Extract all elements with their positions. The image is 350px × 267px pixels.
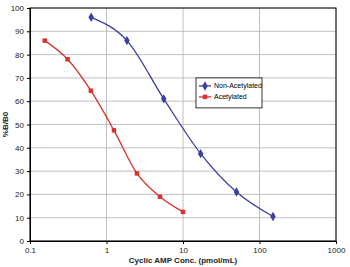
y-grid-line	[30, 124, 336, 125]
y-tick: 20	[15, 190, 30, 199]
series-marker	[198, 149, 203, 158]
x-tick: 100	[253, 241, 267, 255]
y-tick-label: 10	[15, 214, 24, 223]
y-tick-label: 20	[15, 190, 24, 199]
plot-frame	[30, 8, 336, 241]
series-marker	[112, 128, 116, 132]
y-tick-label: 90	[15, 27, 24, 36]
y-tick: 50	[15, 121, 30, 130]
x-tick-label: 1	[105, 246, 110, 255]
x-tick-label: 1000	[328, 246, 346, 255]
x-axis: 0.1 1 10 100 1000	[25, 241, 346, 255]
grid	[30, 8, 336, 241]
y-grid-line	[30, 77, 336, 78]
chart: 0.1 1 10 100 1000 0 10 20 30 40 50 60 70 80 90 100 Non-A…	[0, 0, 350, 267]
y-tick: 60	[15, 97, 30, 106]
legend-marker	[203, 95, 207, 99]
y-tick-label: 0	[20, 237, 25, 246]
y-tick: 10	[15, 214, 30, 223]
y-tick-label: 40	[15, 144, 24, 153]
y-grid-line	[30, 194, 336, 195]
y-tick-label: 60	[15, 97, 24, 106]
y-axis: 0 10 20 30 40 50 60 70 80 90 100	[11, 4, 31, 246]
y-grid-line	[30, 217, 336, 218]
x-tick: 1000	[328, 241, 346, 255]
x-axis-line	[31, 242, 337, 245]
y-tick-label: 80	[15, 51, 24, 60]
series-marker	[181, 210, 185, 214]
y-grid-line	[30, 31, 336, 32]
x-tick: 1	[105, 241, 110, 255]
legend: Non-Acetylated Acetylated	[196, 78, 262, 108]
series-line	[91, 17, 273, 216]
y-tick: 0	[20, 237, 30, 246]
y-tick: 80	[15, 51, 30, 60]
y-grid-line	[30, 54, 336, 55]
y-tick-label: 30	[15, 167, 24, 176]
y-tick: 90	[15, 27, 30, 36]
y-tick: 30	[15, 167, 30, 176]
y-tick-label: 100	[11, 4, 25, 13]
x-tick: 0.1	[25, 241, 37, 255]
x-tick-label: 100	[253, 246, 267, 255]
series-marker	[234, 187, 239, 196]
legend-label: Acetylated	[214, 93, 247, 101]
legend-box	[196, 78, 262, 108]
series-marker	[161, 94, 166, 103]
series-line	[45, 41, 183, 212]
plot-background	[30, 8, 336, 241]
series-marker	[124, 36, 129, 45]
legend-marker	[202, 81, 207, 90]
y-tick: 100	[11, 4, 30, 13]
series-marker	[135, 171, 139, 175]
y-axis-title: %B/B0	[1, 111, 10, 137]
x-tick-label: 10	[179, 246, 188, 255]
series-marker	[89, 88, 93, 92]
series-marker	[43, 38, 47, 42]
series-marker	[270, 212, 275, 221]
plot-area: 0.1 1 10 100 1000 0 10 20 30 40 50 60 70 80 90 100 Non-A…	[11, 4, 346, 255]
y-grid-line	[30, 101, 336, 102]
y-tick-label: 50	[15, 121, 24, 130]
y-tick: 70	[15, 74, 30, 83]
series-marker	[88, 13, 93, 22]
x-tick: 10	[179, 241, 188, 255]
x-axis-title: Cyclic AMP Conc. (pmol/mL)	[129, 256, 238, 265]
y-grid-line	[30, 147, 336, 148]
series-group	[43, 13, 276, 222]
y-grid-line	[30, 171, 336, 172]
series-marker	[158, 194, 162, 198]
x-tick-label: 0.1	[25, 246, 37, 255]
y-tick-label: 70	[15, 74, 24, 83]
series-marker	[65, 57, 69, 61]
y-tick: 40	[15, 144, 30, 153]
legend-label: Non-Acetylated	[214, 82, 262, 90]
